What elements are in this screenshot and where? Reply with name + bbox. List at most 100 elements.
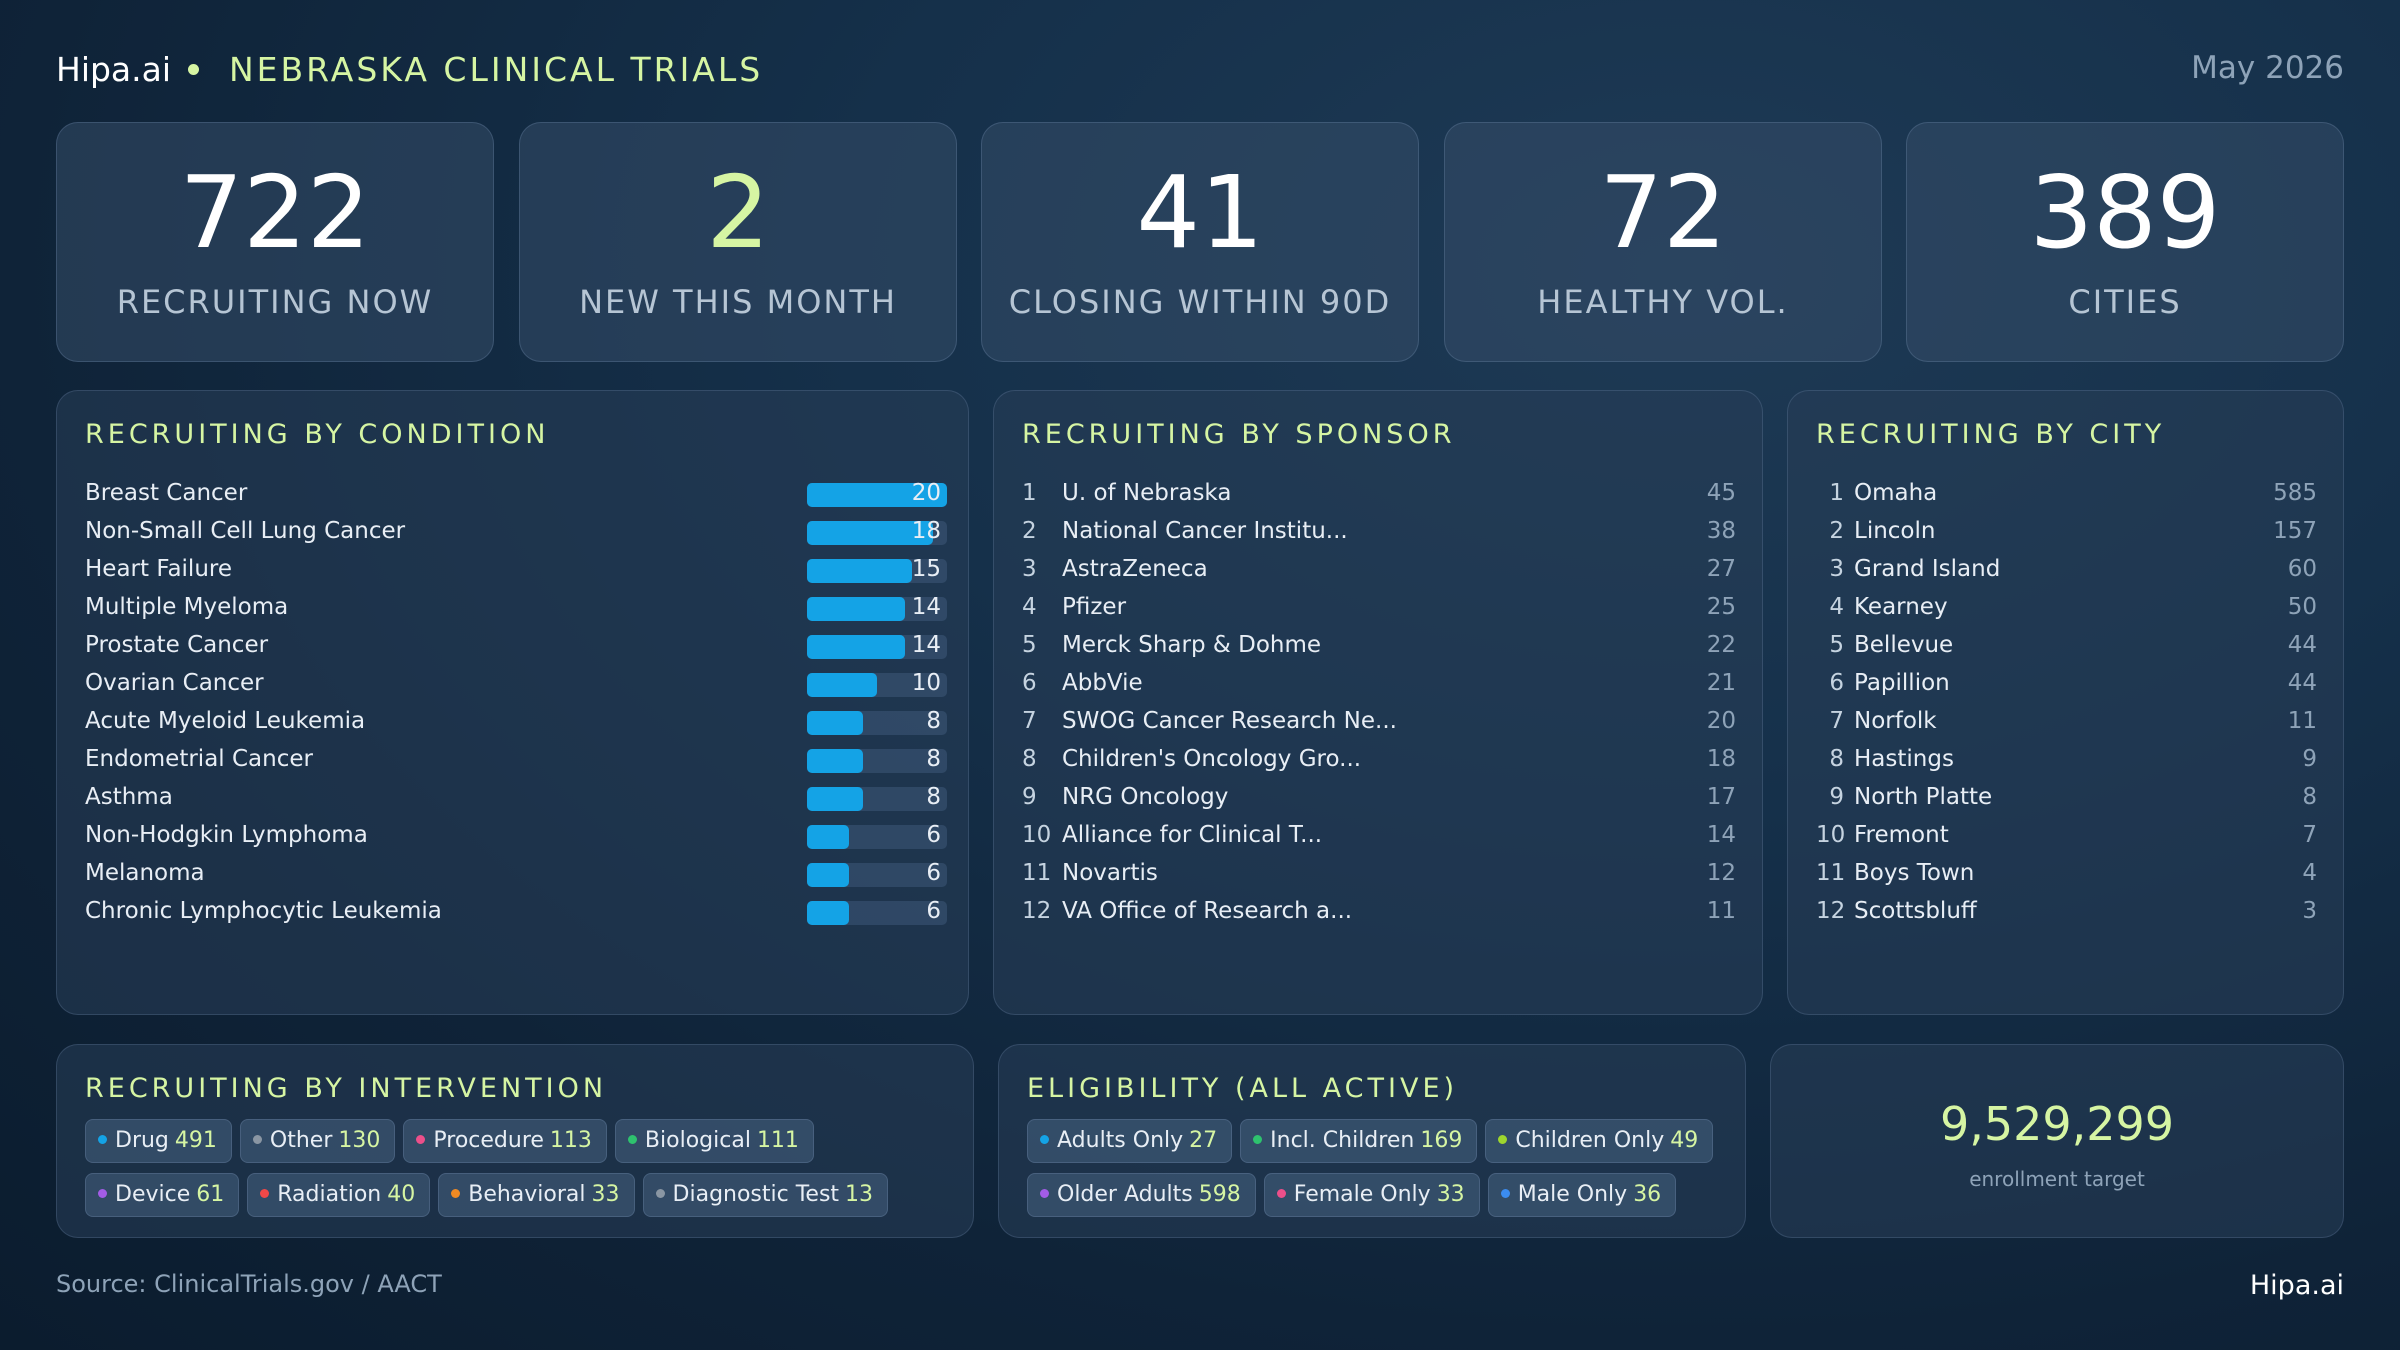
sponsor-count: 22 (1706, 632, 1736, 658)
condition-bar-track (807, 901, 947, 925)
rank-number: 8 (1829, 746, 1844, 772)
chip-count: 169 (1420, 1128, 1463, 1153)
city-name: Bellevue (1854, 632, 1954, 658)
city-count: 3 (2302, 898, 2317, 924)
rank-number: 2 (1829, 518, 1844, 544)
chip-label: Diagnostic Test (672, 1182, 840, 1207)
condition-bar (807, 483, 947, 507)
eligibility-chips: Adults Only 27 Incl. Children 169 Children O… (1027, 1119, 1727, 1227)
condition-row: Multiple Myeloma 14 (85, 589, 947, 627)
city-name: Omaha (1854, 480, 1938, 506)
city-row: 11 Boys Town 4 (1816, 855, 2317, 893)
condition-bar (807, 635, 905, 659)
city-count: 44 (2287, 670, 2317, 696)
chip-label: Incl. Children (1270, 1128, 1415, 1153)
kpi-recruiting-now: 722 RECRUITING NOW (56, 122, 494, 362)
city-count: 11 (2287, 708, 2317, 734)
condition-bar (807, 673, 877, 697)
sponsor-name: AbbVie (1062, 670, 1143, 696)
kpi-new-this-month: 2 NEW THIS MONTH (519, 122, 957, 362)
condition-row: Ovarian Cancer 10 (85, 665, 947, 703)
condition-name: Acute Myeloid Leukemia (85, 708, 366, 734)
city-row: 8 Hastings 9 (1816, 741, 2317, 779)
condition-bar (807, 749, 863, 773)
city-count: 44 (2287, 632, 2317, 658)
eligibility-chip: Male Only 36 (1487, 1173, 1677, 1217)
kpi-closing-within-90d: 41 CLOSING WITHIN 90D (981, 122, 1419, 362)
rank-number: 6 (1022, 670, 1037, 696)
rank-number: 8 (1022, 746, 1037, 772)
condition-bar-track (807, 749, 947, 773)
panel-title: RECRUITING BY CITY (1816, 419, 2166, 450)
intervention-chip: Drug 491 (85, 1119, 232, 1163)
city-row: 5 Bellevue 44 (1816, 627, 2317, 665)
condition-name: Non-Hodgkin Lymphoma (85, 822, 368, 848)
sponsor-row: 9 NRG Oncology 17 (1022, 779, 1736, 817)
category-dot-icon (627, 1134, 637, 1144)
header: Hipa.ai NEBRASKA CLINICAL TRIALS May 202… (56, 50, 2344, 100)
condition-bar-track (807, 483, 947, 507)
sponsor-count: 11 (1706, 898, 1736, 924)
sponsor-count: 38 (1706, 518, 1736, 544)
condition-bar-track (807, 863, 947, 887)
enrollment-target-panel: 9,529,299 enrollment target (1770, 1044, 2344, 1238)
condition-count: 14 (911, 594, 941, 620)
intervention-chips: Drug 491 Other 130 Procedure 113 Biological 111… (85, 1119, 945, 1227)
sponsor-count: 17 (1706, 784, 1736, 810)
category-dot-icon (1040, 1188, 1049, 1198)
sponsor-count: 25 (1706, 594, 1736, 620)
condition-row: Non-Hodgkin Lymphoma 6 (85, 817, 947, 855)
chip-label: Older Adults (1057, 1182, 1193, 1207)
condition-count: 6 (926, 860, 941, 886)
condition-row: Endometrial Cancer 8 (85, 741, 947, 779)
condition-bar (807, 901, 849, 925)
kpi-label: CITIES (2068, 283, 2182, 321)
condition-bar (807, 825, 849, 849)
source-note: Source: ClinicalTrials.gov / AACT (56, 1270, 442, 1298)
chip-count: 33 (591, 1182, 620, 1207)
rank-number: 6 (1829, 670, 1844, 696)
chip-label: Radiation (277, 1182, 382, 1207)
rank-number: 1 (1022, 480, 1037, 506)
chip-label: Male Only (1517, 1182, 1628, 1207)
city-name: Papillion (1854, 670, 1950, 696)
rank-number: 10 (1022, 822, 1052, 848)
condition-bar-track (807, 825, 947, 849)
condition-count: 8 (926, 784, 941, 810)
condition-count: 20 (911, 480, 941, 506)
rank-number: 2 (1022, 518, 1037, 544)
sponsor-row: 10 Alliance for Clinical T... 14 (1022, 817, 1736, 855)
city-name: Lincoln (1854, 518, 1936, 544)
condition-count: 15 (911, 556, 941, 582)
condition-bar (807, 521, 933, 545)
city-row: 4 Kearney 50 (1816, 589, 2317, 627)
eligibility-chip: Older Adults 598 (1027, 1173, 1256, 1217)
city-count: 7 (2302, 822, 2317, 848)
brand-logo: Hipa.ai (56, 50, 172, 89)
chip-label: Other (269, 1128, 333, 1153)
condition-bar-track (807, 597, 947, 621)
sponsor-row: 4 Pfizer 25 (1022, 589, 1736, 627)
city-name: Scottsbluff (1854, 898, 1977, 924)
intervention-chip: Other 130 (239, 1119, 396, 1163)
category-dot-icon (1040, 1134, 1049, 1144)
kpi-label: NEW THIS MONTH (579, 283, 897, 321)
sponsor-name: U. of Nebraska (1062, 480, 1232, 506)
city-row: 7 Norfolk 11 (1816, 703, 2317, 741)
panel-title: RECRUITING BY INTERVENTION (85, 1073, 608, 1104)
chip-label: Device (115, 1182, 191, 1207)
city-name: Kearney (1854, 594, 1948, 620)
sponsor-count: 20 (1706, 708, 1736, 734)
chip-count: 27 (1189, 1128, 1218, 1153)
condition-bar-track (807, 559, 947, 583)
city-row: 3 Grand Island 60 (1816, 551, 2317, 589)
condition-count: 8 (926, 746, 941, 772)
chip-count: 33 (1436, 1182, 1465, 1207)
rank-number: 5 (1022, 632, 1037, 658)
condition-count: 6 (926, 898, 941, 924)
condition-bar-track (807, 787, 947, 811)
rank-number: 12 (1816, 898, 1846, 924)
eligibility-chip: Incl. Children 169 (1240, 1119, 1478, 1163)
category-dot-icon (1498, 1134, 1508, 1144)
city-row: 12 Scottsbluff 3 (1816, 893, 2317, 931)
